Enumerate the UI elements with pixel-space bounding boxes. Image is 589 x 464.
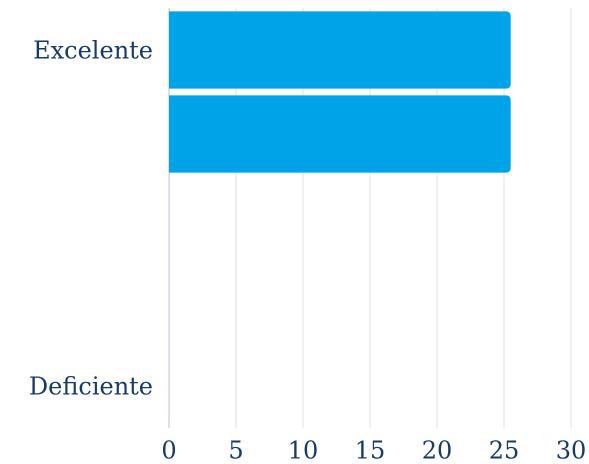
bar [169,11,511,89]
x-tick-label: 20 [422,437,453,464]
x-tick-label: 15 [355,437,386,464]
bar [169,95,511,173]
y-tick-label: Deficiente [29,373,153,401]
x-tick-label: 5 [228,437,243,464]
x-tick-label: 25 [489,437,520,464]
x-tick-label: 0 [161,437,176,464]
x-tick-label: 30 [556,437,587,464]
x-tick-label: 10 [288,437,319,464]
y-tick-label: Excelente [33,37,153,65]
